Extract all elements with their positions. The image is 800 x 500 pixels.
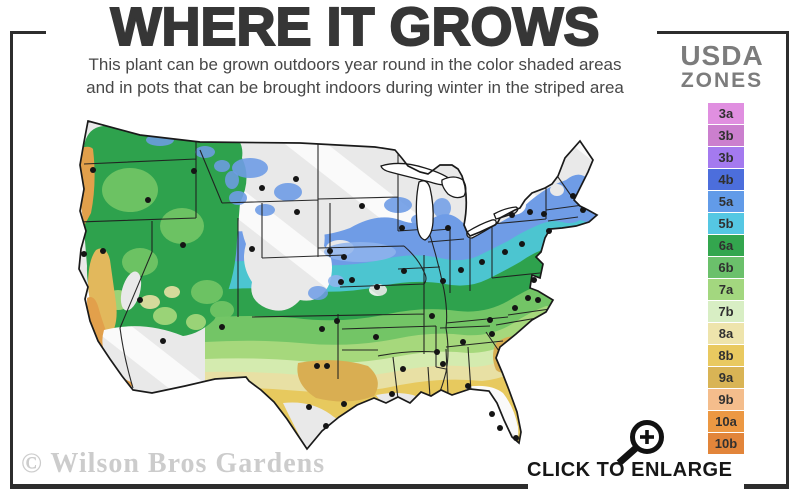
subtitle-line-1: This plant can be grown outdoors year ro…: [88, 55, 622, 74]
subtitle-line-2: and in pots that can be brought indoors …: [86, 78, 624, 97]
zone-chip-3b: 3b: [708, 125, 744, 146]
usda-zones-legend: USDA ZONES: [662, 42, 782, 92]
zone-chip-3a: 3a: [708, 103, 744, 124]
frame-left: [10, 31, 13, 489]
zone-chip-10b: 10b: [708, 433, 744, 454]
legend-zone-chips: 3a 3b 3b 4b 5a 5b 6a 6b 7a 7b 8a 8b 9a 9b 10a 10b: [708, 103, 744, 455]
frame-top-left: [10, 31, 46, 34]
zone-chip-8a: 8a: [708, 323, 744, 344]
zone-chip-3b: 3b: [708, 147, 744, 168]
frame-right: [786, 31, 789, 489]
frame-top-right: [657, 31, 789, 34]
page-title: WHERE IT GROWS: [110, 0, 601, 58]
zoom-in-icon[interactable]: [604, 402, 684, 474]
zone-chip-10a: 10a: [708, 411, 744, 432]
watermark: © Wilson Bros Gardens: [21, 448, 326, 479]
zone-chip-8b: 8b: [708, 345, 744, 366]
frame-bottom-right: [744, 484, 789, 489]
zone-chip-7b: 7b: [708, 301, 744, 322]
city-dots: [81, 167, 586, 441]
zone-chip-7a: 7a: [708, 279, 744, 300]
zone-chip-5b: 5b: [708, 213, 744, 234]
zone-chip-6a: 6a: [708, 235, 744, 256]
subtitle: This plant can be grown outdoors year ro…: [10, 53, 700, 99]
legend-title-usda: USDA: [680, 40, 764, 71]
zone-chip-9a: 9a: [708, 367, 744, 388]
zone-chip-4b: 4b: [708, 169, 744, 190]
click-to-enlarge-button[interactable]: CLICK TO ENLARGE: [527, 459, 733, 481]
great-lakes: [380, 162, 519, 241]
legend-title-zones: ZONES: [680, 69, 764, 92]
zone-chip-6b: 6b: [708, 257, 744, 278]
zone-chip-5a: 5a: [708, 191, 744, 212]
frame-bottom-left: [10, 484, 528, 489]
zone-chip-9b: 9b: [708, 389, 744, 410]
